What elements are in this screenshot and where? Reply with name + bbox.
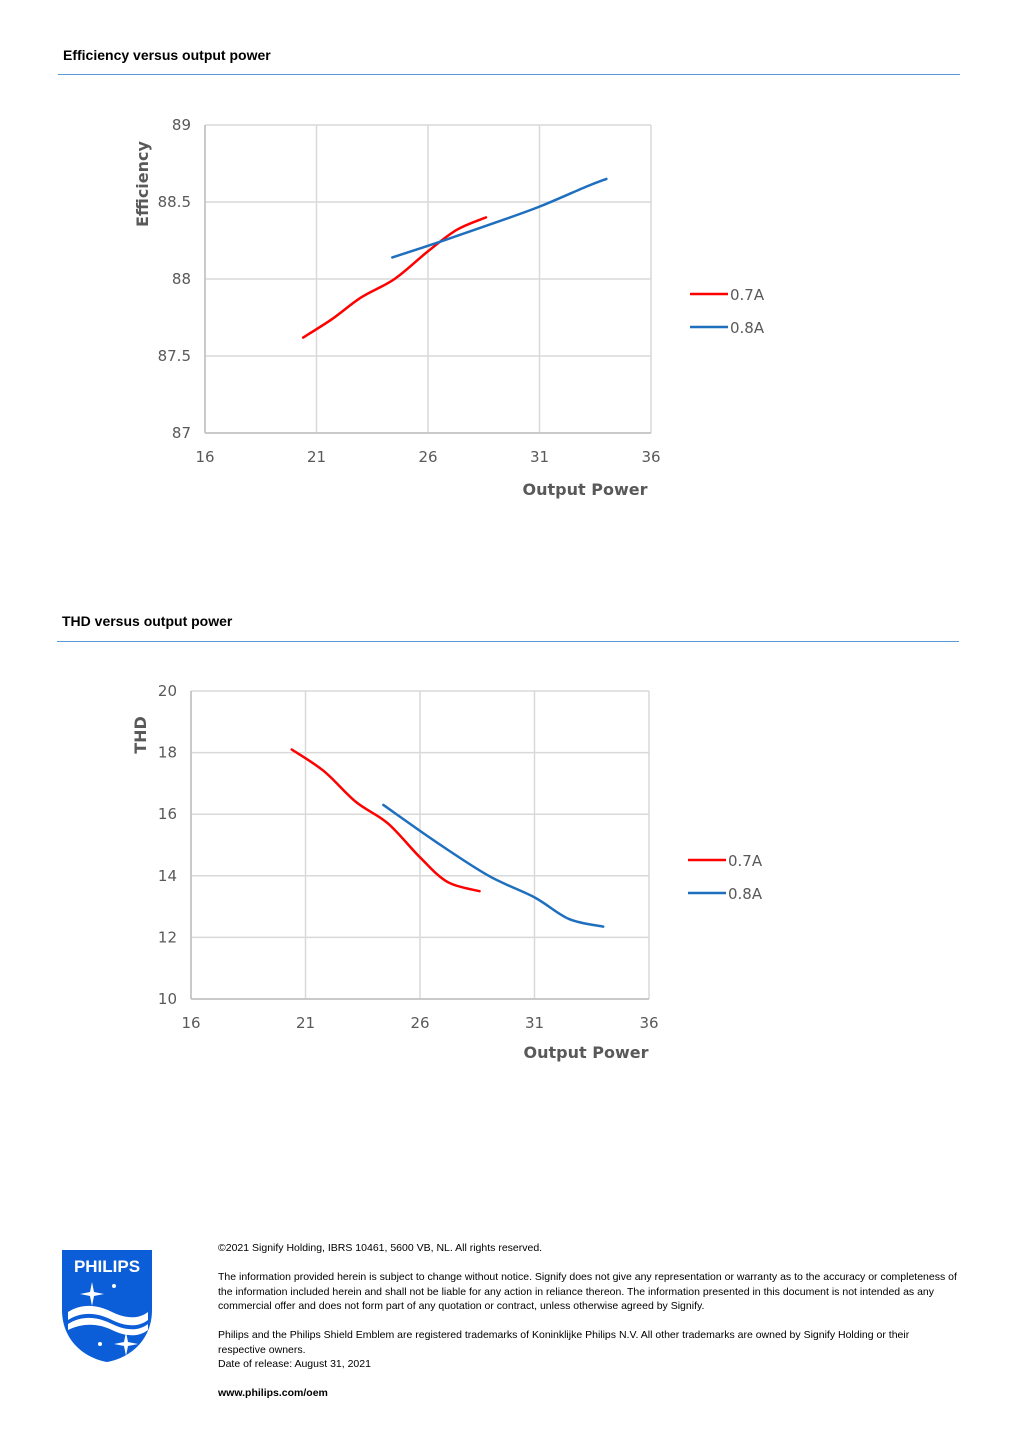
website-link[interactable]: www.philips.com/oem bbox=[218, 1387, 328, 1399]
y-tick-label: 14 bbox=[158, 867, 177, 885]
x-tick-label: 16 bbox=[195, 448, 214, 466]
x-tick-label: 36 bbox=[639, 1014, 658, 1032]
philips-shield-logo: PHILIPS bbox=[62, 1250, 152, 1362]
y-tick-label: 87 bbox=[172, 424, 191, 442]
copyright-text: ©2021 Signify Holding, IBRS 10461, 5600 … bbox=[218, 1242, 543, 1254]
legend-label: 0.8A bbox=[730, 319, 765, 337]
legend-label: 0.7A bbox=[730, 286, 765, 304]
y-tick-label: 88 bbox=[172, 270, 191, 288]
footer-text: ©2021 Signify Holding, IBRS 10461, 5600 … bbox=[218, 1241, 958, 1401]
y-tick-label: 87.5 bbox=[158, 347, 191, 365]
section-title-efficiency: Efficiency versus output power bbox=[63, 47, 271, 63]
x-tick-label: 36 bbox=[641, 448, 660, 466]
thd-chart: 16 21 26 31 36 10 12 14 16 18 20 THD Output Power 0.7… bbox=[131, 682, 763, 1062]
legend-label: 0.7A bbox=[728, 852, 763, 870]
x-tick-label: 21 bbox=[296, 1014, 315, 1032]
x-tick-label: 16 bbox=[181, 1014, 200, 1032]
section-divider bbox=[58, 74, 960, 75]
release-date: Date of release: August 31, 2021 bbox=[218, 1358, 371, 1370]
series-line-0.7A bbox=[290, 748, 481, 893]
section-divider bbox=[57, 641, 959, 642]
series-line-0.7A bbox=[301, 216, 488, 339]
efficiency-chart: 16 21 26 31 36 87 87.5 88 88.5 89 Efficiency Output… bbox=[133, 116, 765, 499]
series-line-0.8A bbox=[382, 803, 605, 928]
disclaimer-text: The information provided herein is subje… bbox=[218, 1271, 957, 1312]
x-tick-label: 26 bbox=[410, 1014, 429, 1032]
x-tick-label: 21 bbox=[307, 448, 326, 466]
x-tick-label: 31 bbox=[530, 448, 549, 466]
y-axis-label: THD bbox=[131, 716, 150, 754]
y-tick-label: 18 bbox=[158, 744, 177, 762]
x-tick-label: 31 bbox=[525, 1014, 544, 1032]
y-tick-label: 10 bbox=[158, 990, 177, 1008]
y-tick-label: 12 bbox=[158, 928, 177, 946]
x-tick-label: 26 bbox=[418, 448, 437, 466]
x-axis-label: Output Power bbox=[524, 1043, 649, 1062]
x-axis-label: Output Power bbox=[523, 480, 648, 499]
y-tick-label: 89 bbox=[172, 116, 191, 134]
logo-text: PHILIPS bbox=[74, 1257, 140, 1276]
section-title-thd: THD versus output power bbox=[62, 613, 233, 629]
y-tick-label: 16 bbox=[158, 805, 177, 823]
y-tick-label: 20 bbox=[158, 682, 177, 700]
legend-label: 0.8A bbox=[728, 885, 763, 903]
y-tick-label: 88.5 bbox=[158, 193, 191, 211]
y-axis-label: Efficiency bbox=[133, 140, 152, 226]
series-line-0.8A bbox=[391, 177, 608, 259]
trademark-text: Philips and the Philips Shield Emblem ar… bbox=[218, 1329, 910, 1356]
